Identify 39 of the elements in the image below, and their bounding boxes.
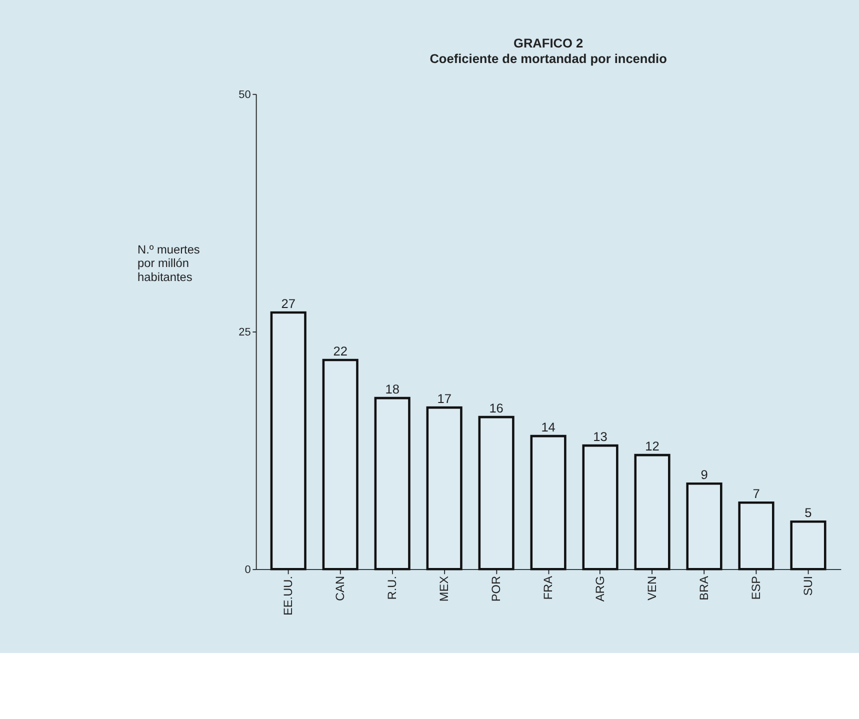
chart-title: GRAFICO 2 <box>514 35 584 50</box>
x-tick-label: EE.UU. <box>281 576 296 616</box>
y-tick-label: 25 <box>238 326 251 339</box>
bar <box>374 396 410 570</box>
data-label: 18 <box>385 381 400 396</box>
data-label: 5 <box>804 505 812 520</box>
data-label: 17 <box>437 390 452 406</box>
data-label: 9 <box>700 467 708 482</box>
data-label: 7 <box>752 486 760 502</box>
x-tick-label: SUI <box>800 576 815 596</box>
data-label: 27 <box>281 296 296 311</box>
data-label: 13 <box>593 429 608 444</box>
bar <box>270 311 306 570</box>
data-label: 22 <box>333 343 348 358</box>
bar <box>790 520 826 570</box>
data-label: 16 <box>489 400 504 416</box>
x-tick-label: MEX <box>436 576 451 602</box>
x-tick-label: ESP <box>748 576 763 600</box>
y-tick-label: 0 <box>244 564 251 576</box>
x-tick-label: FRA <box>540 576 555 600</box>
x-tick-label: CAN <box>333 576 348 602</box>
bar <box>738 501 774 570</box>
y-axis-title: N.º muertes por millón habitantes <box>138 242 200 284</box>
y-tick-label: 50 <box>238 89 251 102</box>
bar <box>530 434 566 570</box>
bar <box>322 358 358 570</box>
bar <box>478 416 514 570</box>
x-tick-label: BRA <box>696 576 711 600</box>
x-tick-label: POR <box>488 576 503 602</box>
data-label: 12 <box>645 438 660 454</box>
bar <box>686 482 722 570</box>
x-tick-label: R.U. <box>384 576 399 600</box>
bar <box>426 406 462 570</box>
chart-subtitle: Coeficiente de mortandad por incendio <box>430 50 668 66</box>
x-tick-label: VEN <box>644 576 659 600</box>
data-label: 14 <box>541 420 556 434</box>
bar <box>582 444 618 570</box>
x-tick-label: ARG <box>592 576 607 602</box>
bar <box>634 454 670 570</box>
